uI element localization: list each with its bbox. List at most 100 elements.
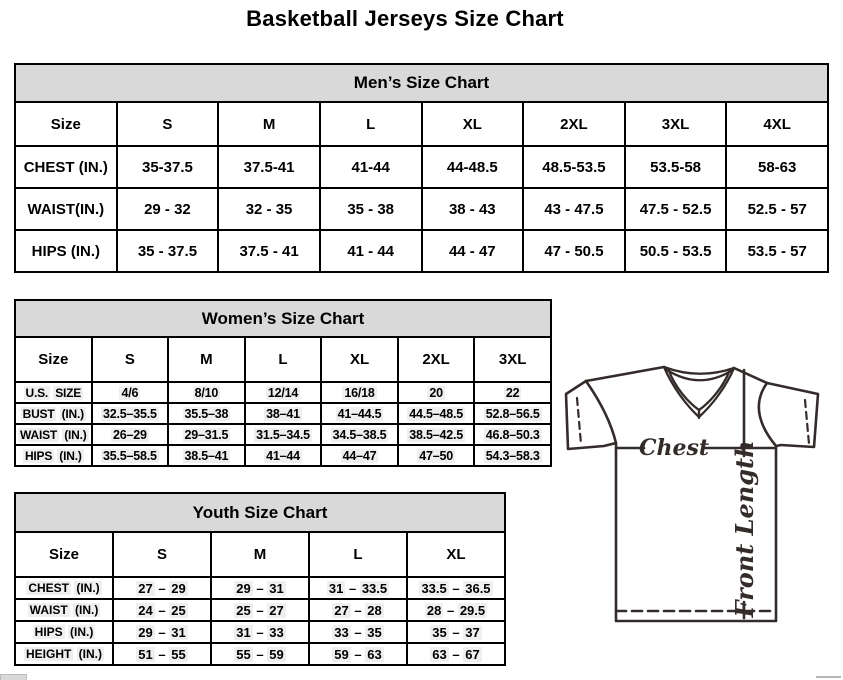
row-label: WAIST (IN.)	[14, 598, 114, 622]
column-header: 4XL	[725, 101, 829, 147]
womens-size-chart-table: Women’s Size Chart Size S M L XL 2XL 3XL U.S. SI…	[14, 299, 552, 467]
size-value-cell: 34.5–38.5	[320, 423, 399, 446]
size-value-cell: 35 - 38	[318, 187, 423, 231]
jersey-collar-back-arcs	[662, 365, 736, 382]
row-label: CHEST (IN.)	[14, 576, 114, 600]
size-value-cell: 35.5–38	[167, 402, 246, 425]
size-value-cell: 38.5–41	[167, 444, 246, 467]
size-value-cell: 38 - 43	[420, 187, 525, 231]
jersey-measurement-diagram: Chest Front Length	[564, 365, 820, 623]
page-title: Basketball Jerseys Size Chart	[246, 6, 564, 31]
jersey-right-sleeve	[765, 381, 820, 449]
size-value-cell: 24 – 25	[112, 598, 212, 622]
size-value-cell: 63 – 67	[406, 642, 506, 666]
row-label: CHEST (IN.)	[14, 145, 118, 189]
size-value-cell: 31.5–34.5	[243, 423, 323, 446]
front-length-label: Front Length	[730, 440, 759, 618]
size-value-cell: 29 - 32	[115, 187, 220, 231]
column-header: XL	[406, 531, 506, 578]
column-header: 3XL	[473, 336, 552, 383]
row-label: WAIST (IN.)	[14, 423, 93, 446]
table-row: HEIGHT (IN.) 51 – 55 55 – 59 59 – 63 63 – 67	[14, 642, 506, 666]
size-value-cell: 38–41	[243, 402, 323, 425]
row-label: BUST (IN.)	[14, 402, 93, 425]
youth-table: Youth Size Chart Size S M L XL CHEST (IN.) 27 –…	[14, 492, 506, 666]
row-label: U.S. SIZE	[14, 381, 93, 404]
row-label: HEIGHT (IN.)	[14, 642, 114, 666]
column-header: S	[115, 101, 220, 147]
table-title: Youth Size Chart	[14, 492, 506, 533]
column-header: 2XL	[522, 101, 626, 147]
column-header: L	[318, 101, 423, 147]
row-label: HIPS (IN.)	[14, 620, 114, 644]
size-value-cell: 47–50	[396, 444, 476, 467]
size-value-cell: 43 - 47.5	[522, 187, 626, 231]
right-cuff-dashed-line	[803, 398, 811, 446]
size-value-cell: 44–47	[320, 444, 399, 467]
table-title: Men’s Size Chart	[14, 63, 829, 103]
size-value-cell: 48.5-53.5	[522, 145, 626, 189]
size-value-cell: 27 – 29	[112, 576, 212, 600]
table-row: BUST (IN.) 32.5–35.5 35.5–38 38–41 41–44.5 44…	[14, 402, 552, 425]
size-value-cell: 25 – 27	[210, 598, 310, 622]
youth-size-chart-table: Youth Size Chart Size S M L XL CHEST (IN.) 27 –…	[14, 492, 506, 666]
column-header: XL	[420, 101, 525, 147]
size-value-cell: 35.5–58.5	[90, 444, 170, 467]
table-row: HIPS (IN.) 35 - 37.5 37.5 - 41 41 - 44 44 - …	[14, 229, 829, 273]
table-row: HIPS (IN.) 35.5–58.5 38.5–41 41–44 44–47 47–5…	[14, 444, 552, 467]
column-header: Size	[14, 101, 118, 147]
column-header: Size	[14, 531, 114, 578]
size-value-cell: 47 - 50.5	[522, 229, 626, 273]
size-value-cell: 27 – 28	[308, 598, 408, 622]
row-label: HIPS (IN.)	[14, 444, 93, 467]
size-value-cell: 50.5 - 53.5	[623, 229, 728, 273]
row-label: HIPS (IN.)	[14, 229, 118, 273]
size-value-cell: 55 – 59	[210, 642, 310, 666]
size-value-cell: 32 - 35	[217, 187, 321, 231]
size-value-cell: 31 – 33	[210, 620, 310, 644]
size-value-cell: 53.5 - 57	[725, 229, 829, 273]
column-header: 3XL	[623, 101, 728, 147]
size-value-cell: 4/6	[90, 381, 170, 404]
size-value-cell: 31 – 33.5	[308, 576, 408, 600]
size-value-cell: 20	[396, 381, 476, 404]
jersey-shoulder-lines	[584, 365, 769, 385]
size-value-cell: 44-48.5	[420, 145, 525, 189]
size-value-cell: 54.3–58.3	[473, 444, 552, 467]
table-title: Women’s Size Chart	[14, 299, 552, 338]
size-value-cell: 33.5 – 36.5	[406, 576, 506, 600]
size-value-cell: 32.5–35.5	[90, 402, 170, 425]
size-value-cell: 41–44.5	[320, 402, 399, 425]
size-value-cell: 29 – 31	[112, 620, 212, 644]
column-header: M	[167, 336, 246, 383]
size-value-cell: 33 – 35	[308, 620, 408, 644]
size-value-cell: 35 - 37.5	[115, 229, 220, 273]
size-value-cell: 35-37.5	[115, 145, 220, 189]
row-label: WAIST(IN.)	[14, 187, 118, 231]
column-header: XL	[320, 336, 399, 383]
column-header: L	[243, 336, 323, 383]
size-value-cell: 29 – 31	[210, 576, 310, 600]
size-value-cell: 16/18	[320, 381, 399, 404]
mens-table: Men’s Size Chart Size S M L XL 2XL 3XL 4XL CHEST …	[14, 63, 829, 273]
column-header: Size	[14, 336, 93, 383]
table-row: HIPS (IN.) 29 – 31 31 – 33 33 – 35 35 – 37	[14, 620, 506, 644]
column-header: L	[308, 531, 408, 578]
size-value-cell: 59 – 63	[308, 642, 408, 666]
size-value-cell: 29–31.5	[167, 423, 246, 446]
size-value-cell: 37.5-41	[217, 145, 321, 189]
size-value-cell: 46.8–50.3	[473, 423, 552, 446]
size-value-cell: 51 – 55	[112, 642, 212, 666]
table-row: U.S. SIZE 4/6 8/10 12/14 16/18 20 22	[14, 381, 552, 404]
column-header: 2XL	[396, 336, 476, 383]
mens-size-chart-table: Men’s Size Chart Size S M L XL 2XL 3XL 4XL CHEST …	[14, 63, 829, 273]
size-value-cell: 47.5 - 52.5	[623, 187, 728, 231]
left-cuff-dashed-line	[575, 396, 583, 446]
size-value-cell: 8/10	[167, 381, 246, 404]
column-header: M	[210, 531, 310, 578]
size-value-cell: 58-63	[725, 145, 829, 189]
size-value-cell: 44.5–48.5	[396, 402, 476, 425]
table-row: WAIST (IN.) 24 – 25 25 – 27 27 – 28 28 – 29.…	[14, 598, 506, 622]
size-value-cell: 26–29	[90, 423, 170, 446]
size-value-cell: 52.5 - 57	[725, 187, 829, 231]
